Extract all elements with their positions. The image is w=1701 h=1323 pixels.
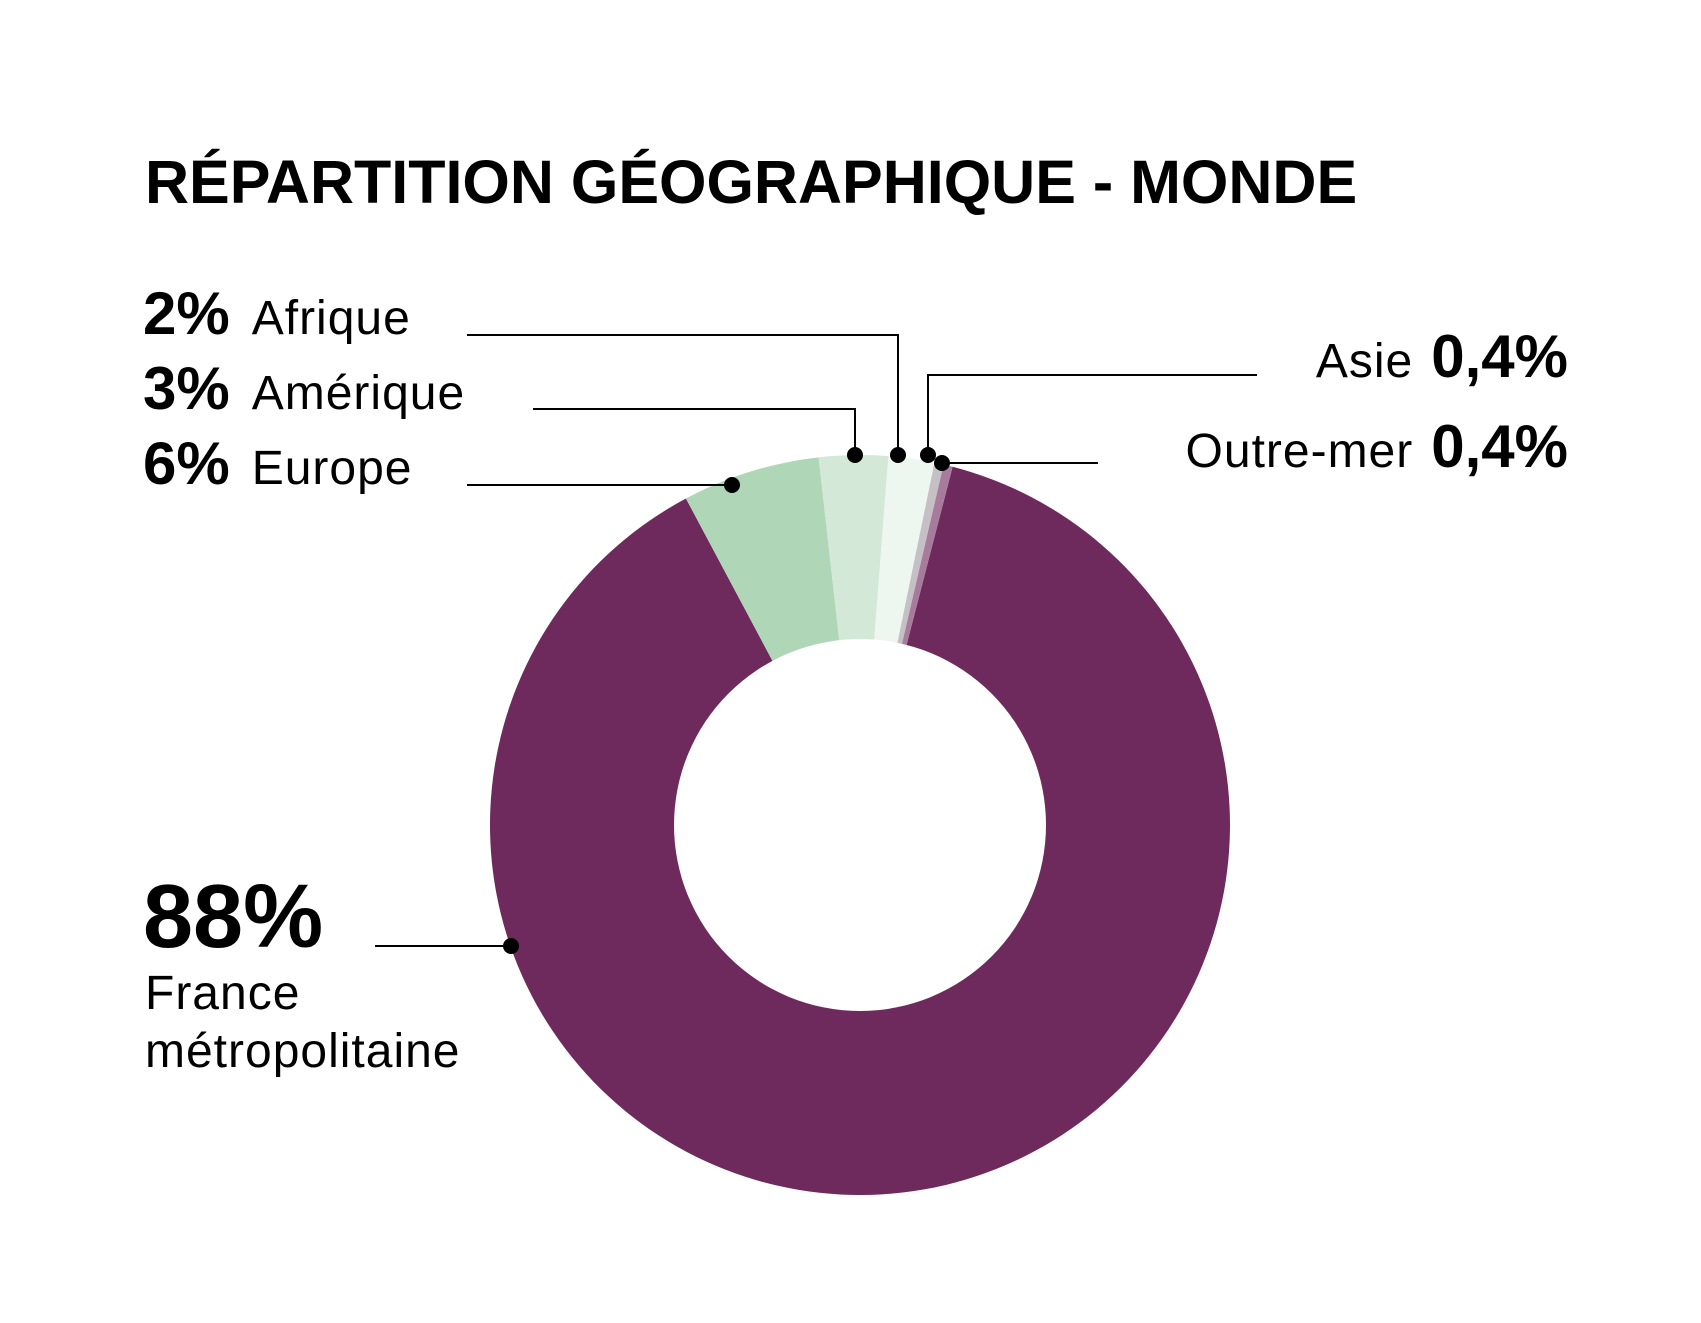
category-label-france-line1: France [145,967,300,1020]
label-europe: 6% Europe [143,430,413,497]
leader-dot-europe [724,477,740,493]
donut-hole [674,639,1046,1011]
value-label-outre-mer: 0,4% [1431,413,1568,480]
leader-dot-asie [920,447,936,463]
category-label-afrique: Afrique [252,292,411,345]
leader-line-afrique [467,334,899,455]
label-asie: Asie 0,4% [1316,323,1568,390]
value-label-amerique: 3% [143,355,230,422]
value-label-afrique: 2% [143,280,230,347]
chart-title: RÉPARTITION GÉOGRAPHIQUE - MONDE [145,148,1357,216]
leader-line-amerique [533,408,856,455]
leader-dot-france [503,938,519,954]
value-label-europe: 6% [143,430,230,497]
category-label-asie: Asie [1316,335,1413,388]
category-label-outre-mer: Outre-mer [1186,425,1414,478]
leader-dot-outre-mer [934,455,950,471]
label-afrique: 2% Afrique [143,280,411,347]
category-label-europe: Europe [252,442,413,495]
label-outre-mer: Outre-mer 0,4% [1186,413,1568,480]
leader-dot-afrique [890,447,906,463]
category-label-amerique: Amérique [252,367,465,420]
label-amerique: 3% Amérique [143,355,465,422]
leader-lines [375,334,1257,954]
value-label-asie: 0,4% [1431,323,1568,390]
value-label-france: 88% [143,867,323,967]
leader-line-asie [927,374,1257,455]
category-label-france-line2: métropolitaine [145,1025,461,1078]
leader-dot-amerique [847,447,863,463]
